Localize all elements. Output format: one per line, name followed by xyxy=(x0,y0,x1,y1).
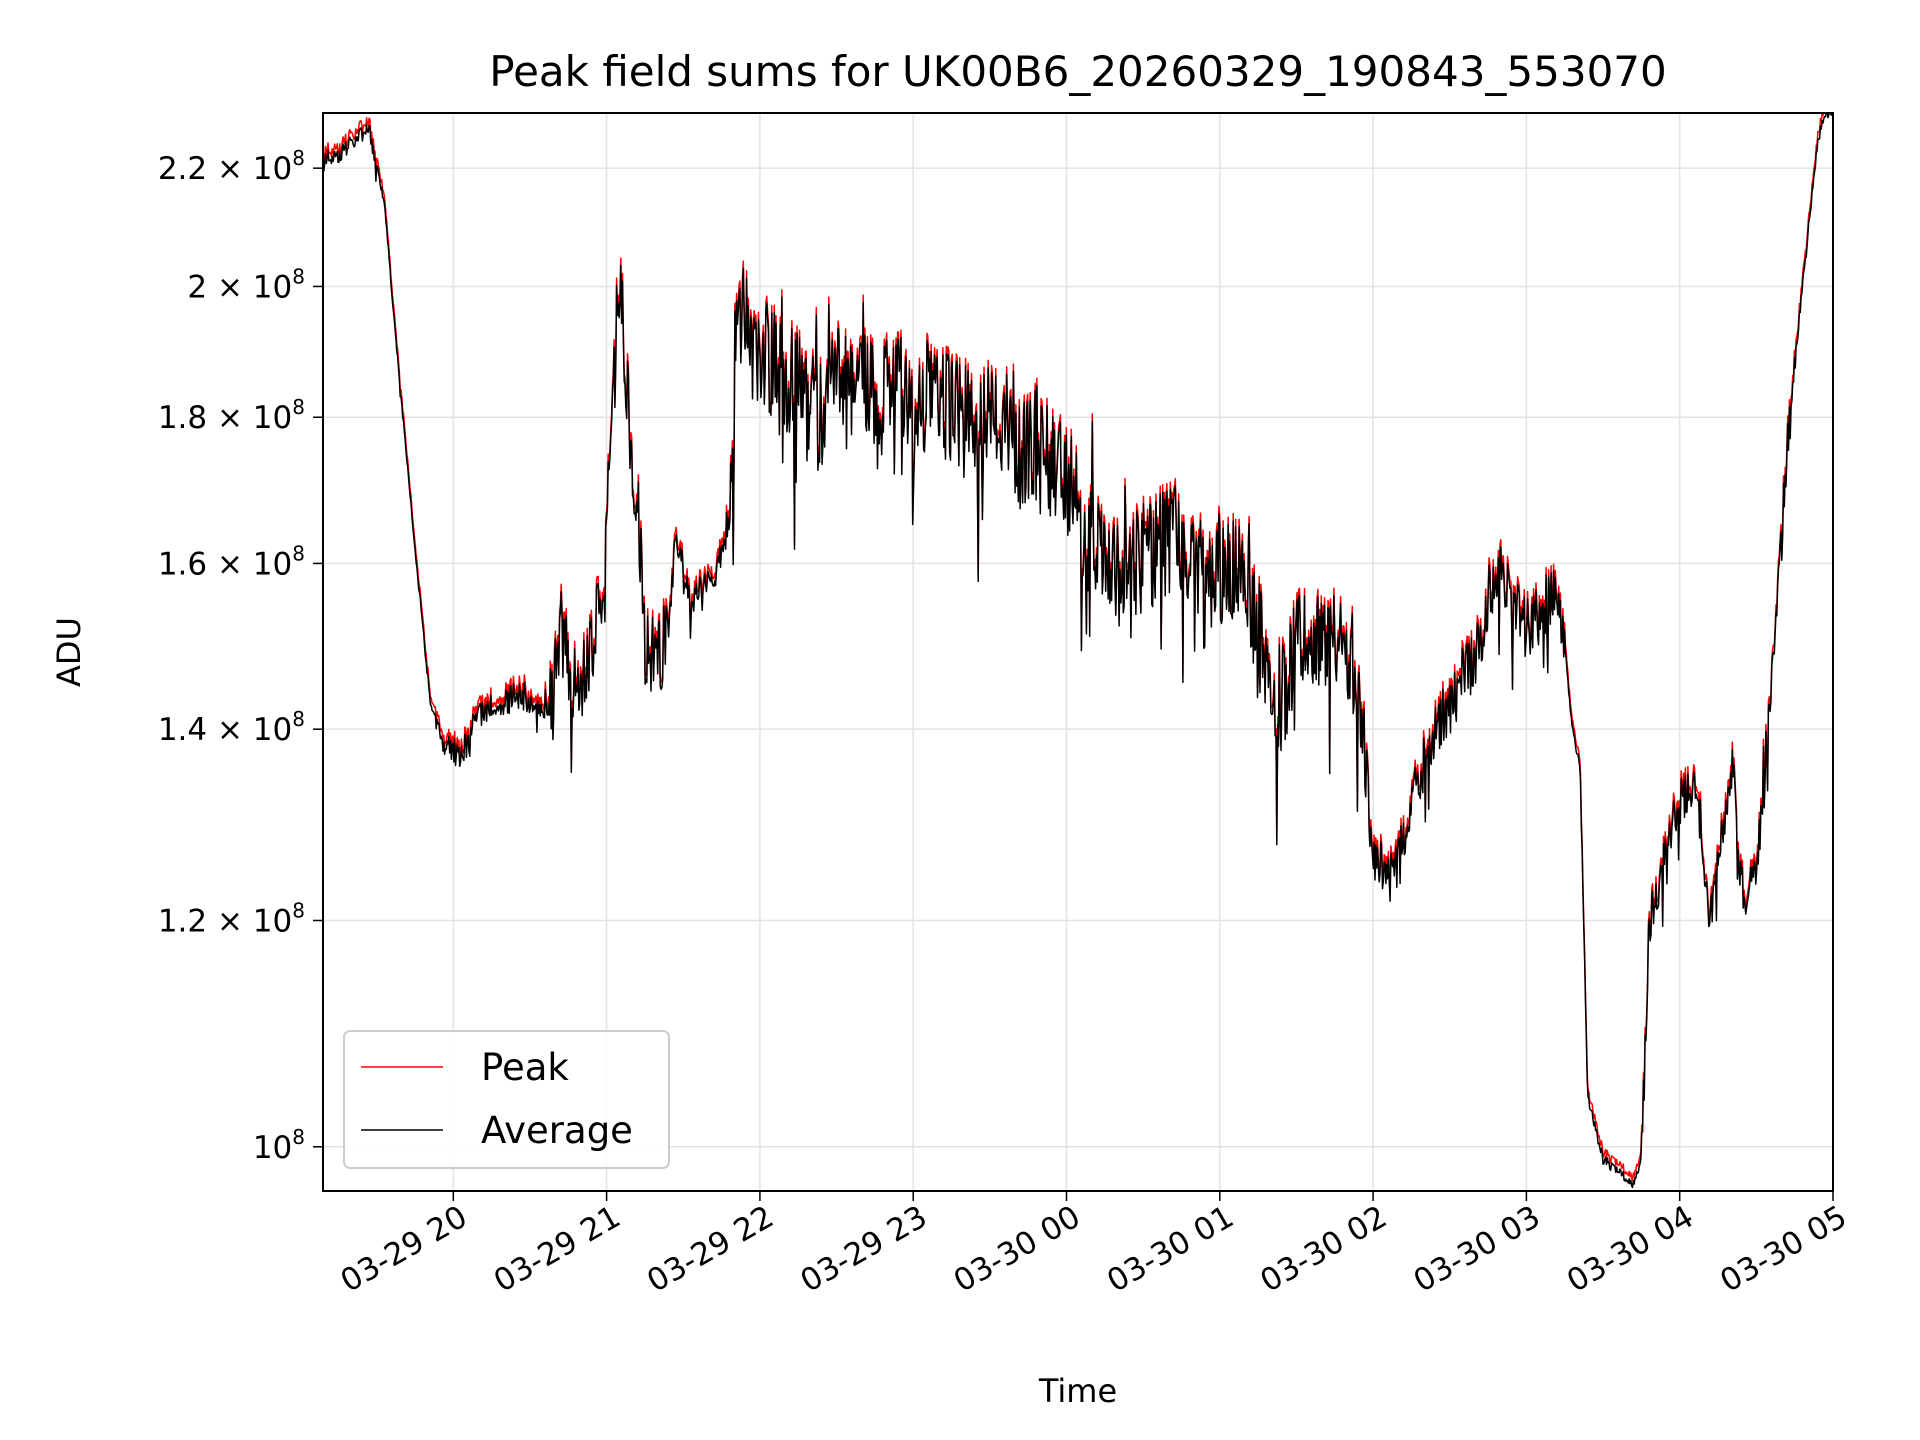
plot-frame xyxy=(322,112,1834,1192)
y-tick-label: 1.6 × 108 xyxy=(158,541,305,582)
y-axis-ticks: 108 1.2 × 108 1.4 × 108 1.6 × 108 1.8 × 108 2… xyxy=(158,146,323,1166)
y-axis-label: ADU xyxy=(50,617,88,687)
y-tick-label: 1.8 × 108 xyxy=(158,395,305,436)
chart-title: Peak field sums for UK00B6_20260329_1908… xyxy=(489,47,1667,96)
y-tick-label: 2.2 × 108 xyxy=(158,146,305,187)
y-tick-label: 2 × 108 xyxy=(187,264,305,305)
legend-average-label: Average xyxy=(481,1109,633,1152)
series-layer xyxy=(323,113,1833,1189)
legend-box xyxy=(343,1030,670,1169)
x-axis-label: Time xyxy=(1038,1372,1117,1410)
legend: Peak Average xyxy=(343,1030,670,1169)
y-tick-label: 108 xyxy=(253,1125,305,1166)
y-tick-label: 1.2 × 108 xyxy=(158,898,305,939)
series-line-average xyxy=(323,113,1833,1189)
legend-peak-label: Peak xyxy=(481,1046,569,1089)
y-tick-label: 1.4 × 108 xyxy=(158,707,305,748)
